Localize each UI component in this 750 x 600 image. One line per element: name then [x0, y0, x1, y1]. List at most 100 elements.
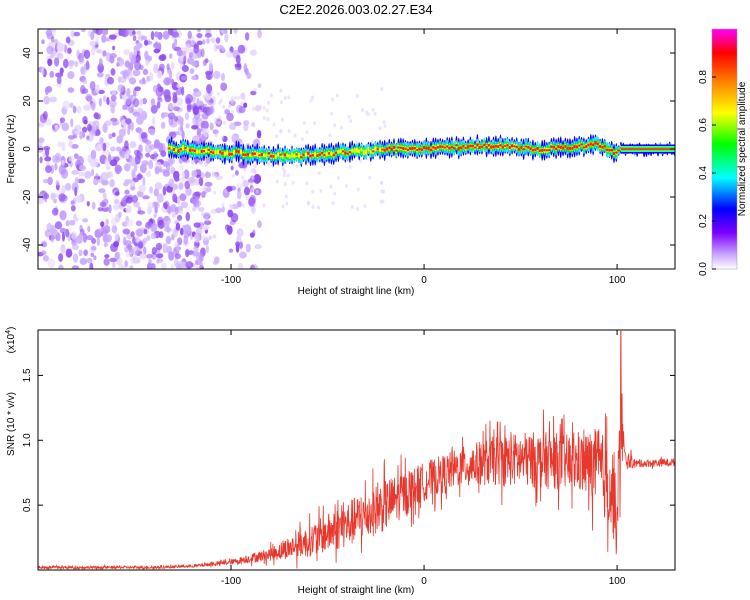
- heatmap-ridge-cell: [330, 151, 333, 156]
- heatmap-noise-cell: [214, 133, 218, 138]
- heatmap-noise-cell: [103, 242, 108, 248]
- heatmap-noise-cell: [133, 201, 140, 208]
- heatmap-ridge-cell: [559, 145, 562, 150]
- heatmap-noise-cell: [283, 182, 287, 187]
- heatmap-noise-cell: [154, 182, 163, 190]
- heatmap-noise-cell: [283, 96, 287, 101]
- heatmap-noise-cell: [202, 59, 208, 66]
- heatmap-ridge-cell: [617, 149, 620, 152]
- heatmap-noise-cell: [231, 109, 235, 114]
- heatmap-noise-cell: [224, 108, 230, 115]
- heatmap-ridge-cell: [272, 154, 275, 158]
- heatmap-ridge-cell: [452, 146, 456, 150]
- heatmap-noise-cell: [172, 228, 179, 237]
- heatmap-noise-cell: [163, 227, 172, 233]
- heatmap-noise-cell: [210, 90, 214, 95]
- heatmap-noise-cell: [193, 222, 201, 228]
- heatmap-noise-cell: [198, 176, 204, 187]
- heatmap-noise-cell: [91, 46, 96, 56]
- heatmap-noise-cell: [185, 39, 194, 48]
- heatmap-noise-cell: [241, 203, 245, 208]
- heatmap-noise-cell: [43, 193, 50, 200]
- heatmap-noise-cell: [196, 100, 204, 106]
- heatmap-noise-cell: [262, 105, 266, 110]
- heatmap-noise-cell: [113, 199, 120, 205]
- heatmap-noise-cell: [234, 63, 242, 68]
- heatmap-ridge-cell: [536, 146, 539, 151]
- heatmap-noise-cell: [349, 119, 353, 124]
- heatmap-ridge-cell: [369, 149, 372, 155]
- heatmap-ridge-cell: [371, 150, 375, 153]
- heatmap-noise-cell: [184, 112, 190, 120]
- heatmap-noise-cell: [204, 216, 209, 222]
- heatmap-noise-cell: [38, 122, 45, 128]
- heatmap-ridge-cell: [524, 145, 528, 148]
- heatmap-noise-cell: [58, 253, 64, 262]
- heatmap-noise-cell: [189, 68, 195, 74]
- heatmap-noise-cell: [240, 101, 244, 106]
- heatmap-noise-cell: [76, 236, 83, 245]
- heatmap-ridge-cell: [297, 152, 301, 158]
- heatmap-noise-cell: [117, 84, 125, 93]
- heatmap-noise-cell: [75, 195, 82, 204]
- heatmap-noise-cell: [153, 48, 161, 54]
- heatmap-noise-cell: [59, 227, 67, 234]
- heatmap-noise-cell: [92, 29, 99, 34]
- heatmap-noise-cell: [109, 257, 118, 263]
- heatmap-noise-cell: [122, 104, 128, 110]
- heatmap-noise-cell: [170, 29, 178, 37]
- heatmap-noise-cell: [184, 180, 191, 190]
- heatmap-ridge-cell: [288, 154, 291, 159]
- heatmap-noise-cell: [355, 94, 359, 99]
- heatmap-noise-cell: [166, 63, 170, 71]
- heatmap-ridge-cell: [432, 145, 435, 149]
- heatmap-noise-cell: [61, 141, 66, 152]
- heatmap-noise-cell: [178, 209, 184, 215]
- heatmap-noise-cell: [178, 182, 184, 190]
- heatmap-noise-cell: [142, 97, 148, 105]
- heatmap-ridge-cell: [300, 155, 303, 159]
- heatmap-noise-cell: [100, 171, 109, 182]
- heatmap-ridge-cell: [286, 153, 289, 158]
- heatmap-noise-cell: [96, 72, 104, 78]
- heatmap-ridge-cell: [566, 146, 569, 151]
- heatmap-noise-cell: [102, 50, 107, 57]
- heatmap-ridge-cell: [225, 149, 229, 156]
- heatmap-noise-cell: [131, 54, 136, 65]
- heatmap-noise-cell: [78, 249, 83, 257]
- snr-series-line: [38, 330, 675, 570]
- heatmap-noise-cell: [105, 218, 109, 226]
- heatmap-noise-cell: [150, 98, 156, 106]
- heatmap-noise-cell: [111, 225, 118, 234]
- colorbar-label: Normalized spectral amplitude: [737, 81, 748, 216]
- snr-xtick-label: 0: [421, 576, 427, 587]
- heatmap-noise-cell: [137, 241, 144, 249]
- spectrogram-ytick-label: 0: [22, 146, 33, 152]
- heatmap-noise-cell: [68, 219, 76, 226]
- heatmap-noise-cell: [158, 142, 164, 153]
- heatmap-ridge-cell: [207, 148, 210, 152]
- heatmap-noise-cell: [255, 189, 259, 194]
- heatmap-noise-cell: [57, 52, 64, 60]
- heatmap-noise-cell: [251, 122, 255, 127]
- heatmap-noise-cell: [109, 53, 117, 59]
- snr-ylabel: SNR (10 * v/v): [6, 392, 17, 456]
- heatmap-noise-cell: [112, 45, 116, 51]
- heatmap-noise-cell: [371, 107, 375, 112]
- heatmap-noise-cell: [110, 68, 116, 76]
- heatmap-ridge-cell: [441, 145, 444, 149]
- heatmap-noise-cell: [140, 110, 148, 121]
- heatmap-noise-cell: [102, 95, 107, 103]
- heatmap-ridge-cell: [612, 151, 616, 156]
- heatmap-noise-cell: [200, 172, 205, 179]
- heatmap-noise-cell: [89, 262, 94, 269]
- heatmap-noise-cell: [39, 113, 47, 124]
- heatmap-noise-cell: [95, 129, 101, 136]
- heatmap-noise-cell: [240, 92, 246, 100]
- heatmap-noise-cell: [83, 104, 91, 111]
- heatmap-noise-cell: [137, 210, 146, 215]
- heatmap-noise-cell: [356, 206, 360, 211]
- heatmap-noise-cell: [115, 146, 121, 152]
- heatmap-noise-cell: [138, 79, 147, 85]
- heatmap-noise-cell: [380, 87, 384, 92]
